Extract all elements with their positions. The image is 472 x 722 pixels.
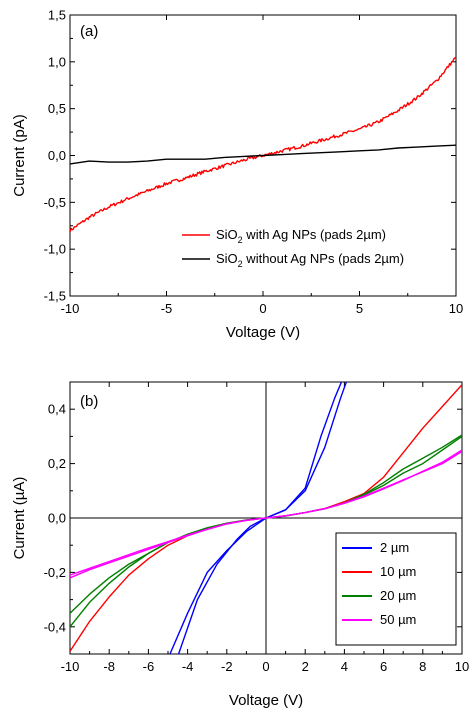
x-tick-label: 2: [302, 659, 309, 674]
x-tick-label: 10: [449, 301, 463, 316]
legend-entry: 10 µm: [380, 564, 416, 579]
y-tick-label: -0,5: [44, 195, 66, 210]
x-tick-label: -5: [161, 301, 173, 316]
series-line-0-0: [70, 56, 456, 233]
y-tick-label: 0,5: [48, 101, 66, 116]
x-tick-label: 5: [356, 301, 363, 316]
x-tick-label: 4: [341, 659, 348, 674]
legend-entry: 20 µm: [380, 588, 416, 603]
x-tick-label: 0: [262, 659, 269, 674]
y-tick-label: -1,0: [44, 242, 66, 257]
legend-entry: SiO2 without Ag NPs (pads 2µm): [216, 251, 404, 269]
legend-entry: SiO2 with Ag NPs (pads 2µm): [216, 227, 386, 245]
legend-entry: 2 µm: [380, 540, 409, 555]
x-tick-label: -4: [182, 659, 194, 674]
y-tick-label: 1,0: [48, 54, 66, 69]
y-tick-label: 0,0: [48, 148, 66, 163]
x-axis-title: Voltage (V): [226, 324, 300, 341]
y-tick-label: 0,2: [48, 456, 66, 471]
chart-panel-b: -10 -8 -6 -4 -2 0 2 4 6 8 10 -0,4 -0,2 0,0 0,2 0,4 Volta…: [11, 381, 469, 709]
x-tick-label: -6: [143, 659, 155, 674]
series-line-0-0: [169, 382, 348, 654]
panel-label: (b): [80, 393, 98, 410]
legend-entry: 50 µm: [380, 612, 416, 627]
y-axis-title: Current (µA): [11, 477, 28, 560]
y-tick-label: 0,4: [48, 402, 66, 417]
series-line-3-1: [70, 449, 462, 576]
x-tick-label: -2: [221, 659, 233, 674]
x-tick-label: 6: [380, 659, 387, 674]
y-tick-label: -1,5: [44, 289, 66, 304]
x-tick-label: -10: [61, 301, 80, 316]
y-tick-label: -0,2: [44, 565, 66, 580]
y-tick-label: 0,0: [48, 511, 66, 526]
series-group: [70, 56, 456, 233]
series-group: [70, 382, 462, 654]
y-tick-label: 1,5: [48, 8, 66, 23]
x-tick-label: 8: [419, 659, 426, 674]
y-tick-label: -0,4: [44, 619, 66, 634]
y-axis-title: Current (pA): [11, 114, 28, 197]
panel-label: (a): [80, 23, 98, 40]
x-tick-label: -8: [103, 659, 115, 674]
x-tick-label: 10: [455, 659, 469, 674]
x-tick-label: -10: [61, 659, 80, 674]
series-line-1-0: [70, 144, 456, 165]
legend-box: [335, 532, 457, 646]
x-tick-label: 0: [259, 301, 266, 316]
x-axis-title: Voltage (V): [229, 692, 303, 709]
series-line-0-1: [177, 382, 343, 654]
chart-panel-a: -10 -5 0 5 10 -1,5 -1,0 -0,5 0,0 0,5 1,0 1,5 Voltage…: [11, 8, 463, 342]
